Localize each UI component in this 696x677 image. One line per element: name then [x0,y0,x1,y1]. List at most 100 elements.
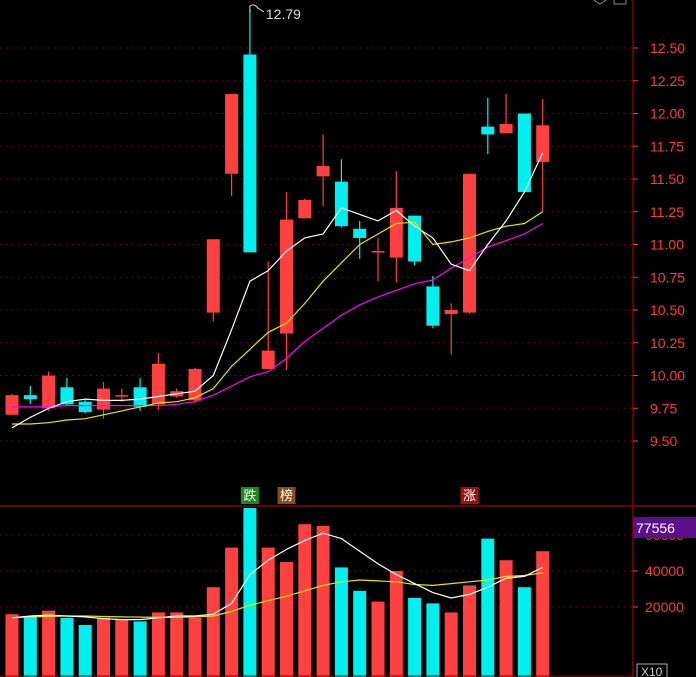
candle-up [151,363,165,405]
candle-down [426,286,440,326]
ma5-line [11,152,544,429]
scale-indicator-box [636,663,668,677]
volume-bar [536,551,550,677]
price-tick-label: 11.50 [650,171,684,187]
volume-bar [133,621,147,677]
price-tick-label: 12.25 [650,73,685,89]
price-tick-label: 12.50 [650,40,685,56]
candlesticks [5,10,550,419]
volume-badge-background [633,517,696,538]
annotation-badges[interactable]: 跌榜涨 [240,487,479,504]
price-tick-label: 9.75 [650,400,677,416]
annotation-badge-label: 涨 [463,489,476,504]
volume-bar [426,603,440,677]
candle-down [78,401,92,413]
candle-down [481,126,495,135]
volume-ma_white-line [11,532,543,621]
price-moving-averages [11,152,544,429]
candle-up [316,165,330,177]
peak-arrow-icon [249,4,265,13]
candle-up [389,207,403,258]
volume-bar [316,526,330,677]
annotation-badge [277,487,296,504]
annotation-badge [240,487,259,504]
volume-bar [280,562,293,677]
window-icon[interactable] [613,0,627,5]
volume-ma_yellow-line [11,572,543,619]
volume-bar [298,524,312,677]
annotation-badge [460,487,479,504]
price-tick-label: 11.00 [650,237,684,253]
volume-bar [481,538,495,677]
candle-up [188,368,202,401]
volume-bar [353,590,367,677]
candle-down [23,395,37,400]
volume-moving-averages [11,532,543,621]
price-gridlines [0,47,633,442]
candle-up [298,199,312,219]
price-tick-label: 11.25 [650,204,684,220]
volume-bar [499,560,513,677]
corner-icons[interactable] [593,0,627,5]
volume-bar [463,585,476,677]
volume-bar [151,612,165,677]
volume-bar [334,567,348,677]
volume-bar [206,587,220,677]
volume-bar [225,547,239,677]
volume-axis-ticks: 600004000020000 [633,527,684,615]
price-tick-label: 12.00 [650,106,685,122]
candle-down [408,215,422,262]
volume-bar [517,587,531,677]
volume-bar [5,614,19,677]
ma20-line [12,222,543,408]
candle-up [463,173,476,313]
volume-bar [408,598,422,677]
volume-bar [389,571,403,677]
price-axis-ticks: 12.50 12.25 12.00 11.75 11.50 11.25 11.00 10.75… [633,40,685,449]
peak-price-label: 12.79 [266,6,301,22]
volume-bar [97,617,110,677]
price-tick-label: 10.75 [650,269,685,285]
candle-up [206,239,220,313]
candle-up [97,388,110,410]
volume-tick-label: 20000 [645,599,684,615]
volume-bar [23,616,37,677]
candle-up [536,125,550,162]
candle-down [517,113,531,193]
volume-bar [444,612,458,677]
candle-up [5,395,19,415]
candle-down [60,387,74,405]
diamond-icon[interactable] [593,0,607,5]
candle-up [42,375,56,409]
candle-up [499,123,513,134]
price-tick-label: 10.00 [650,368,685,384]
ma10-line [12,211,544,425]
peak-marker: 12.79 [249,4,301,22]
volume-tick-label: 40000 [645,563,684,579]
volume-bar [243,508,257,677]
candle-down [334,181,348,227]
annotation-badge-label: 跌 [243,488,256,504]
volume-bar [42,610,56,677]
scale-indicator-label: X10 [641,665,663,677]
volume-bar [60,617,74,677]
candle-up [115,395,129,397]
volume-scale-indicator[interactable]: X10 [636,663,668,677]
volume-bar [170,612,184,677]
candle-down [133,387,147,407]
candle-up [225,93,239,174]
volume-bar [188,617,202,677]
volume-bar [78,625,92,677]
volume-bars [5,508,550,677]
candle-down [243,54,257,253]
volume-badge-label: 77556 [636,520,675,536]
price-tick-label: 11.75 [650,138,684,154]
volume-value-badge: 77556 [633,517,696,538]
candle-up [280,219,293,334]
candle-up [371,251,385,253]
volume-bar [261,547,275,677]
annotation-badge-label: 榜 [280,488,293,504]
candle-up [261,350,275,369]
